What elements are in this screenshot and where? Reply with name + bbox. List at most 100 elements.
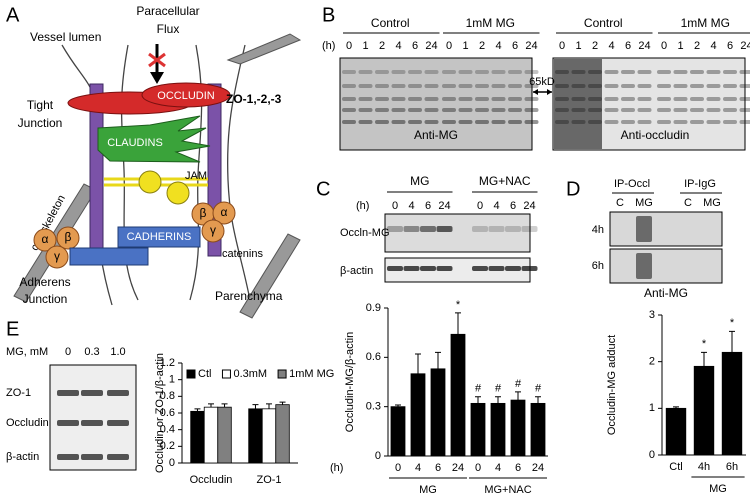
error-bar bbox=[279, 401, 286, 405]
blot-band bbox=[107, 454, 129, 460]
blot-band bbox=[391, 97, 406, 101]
error-bar bbox=[221, 403, 228, 408]
blot-smear bbox=[554, 59, 602, 149]
label: β bbox=[65, 230, 72, 244]
y-tick-label: 0.2 bbox=[160, 440, 175, 452]
bar bbox=[693, 365, 715, 456]
label: CLAUDINS bbox=[107, 137, 163, 149]
bar bbox=[530, 402, 546, 457]
blot-band bbox=[621, 84, 635, 88]
lane-label: 4 bbox=[710, 40, 716, 52]
blot-band bbox=[458, 120, 473, 124]
panel-letter: B bbox=[322, 4, 335, 26]
blot-band bbox=[442, 120, 456, 124]
lane-label: 24 bbox=[425, 40, 437, 52]
y-tick-label: 0.4 bbox=[160, 424, 175, 436]
legend-label: 1mM MG bbox=[289, 368, 334, 380]
blot-band bbox=[637, 108, 652, 112]
y-tick-label: 1.2 bbox=[160, 357, 175, 369]
blot-band bbox=[739, 97, 750, 101]
cytoskeleton bbox=[239, 233, 301, 319]
blot-band bbox=[442, 108, 456, 112]
blot-band bbox=[342, 84, 356, 88]
blot-band bbox=[621, 108, 635, 112]
row-label: Occln-MG bbox=[340, 227, 390, 239]
dose-label: MG, mM bbox=[6, 346, 48, 358]
blot-label: Anti-occludin bbox=[621, 128, 690, 142]
cytoskeleton bbox=[226, 33, 302, 65]
bar bbox=[490, 402, 506, 457]
blot-band bbox=[491, 120, 506, 124]
x-tick-label: ZO-1 bbox=[256, 474, 281, 486]
blot-band bbox=[673, 120, 688, 124]
group-label: MG bbox=[410, 174, 429, 188]
bar bbox=[390, 406, 406, 457]
blot-band bbox=[391, 84, 406, 88]
blot-band bbox=[420, 226, 436, 232]
membrane bbox=[61, 44, 113, 306]
panel-e: E MG, mM 0 0.3 1.0 ZO-1 Occludin β-actin bbox=[6, 318, 137, 471]
y-tick-label: 0 bbox=[649, 449, 655, 461]
jam bbox=[166, 181, 190, 205]
blot-band bbox=[505, 226, 521, 232]
label: JAM bbox=[185, 170, 207, 182]
blot-band bbox=[739, 70, 750, 74]
blot-band bbox=[475, 108, 489, 112]
blot-band bbox=[424, 84, 439, 88]
blot-band bbox=[555, 97, 569, 101]
blot-band bbox=[673, 70, 688, 74]
blot-band bbox=[436, 226, 453, 232]
blot-band bbox=[739, 84, 750, 88]
y-tick-label: 1 bbox=[169, 374, 175, 386]
panel-letter: A bbox=[6, 4, 20, 26]
blot-band bbox=[571, 84, 586, 88]
x-tick-label: 6h bbox=[726, 461, 738, 473]
blot-band bbox=[706, 70, 721, 74]
blot-band bbox=[375, 84, 389, 88]
bar bbox=[470, 402, 486, 457]
blot-band bbox=[555, 108, 569, 112]
blot-label: Anti-MG bbox=[644, 286, 688, 300]
blot-band bbox=[690, 84, 704, 88]
error-bar bbox=[252, 404, 259, 409]
blot-band bbox=[458, 70, 473, 74]
y-tick-label: 0.3 bbox=[366, 401, 381, 413]
blot-band bbox=[403, 226, 420, 232]
error-bar bbox=[495, 396, 501, 404]
blot-band bbox=[424, 70, 439, 74]
lane-label: 2 bbox=[592, 40, 598, 52]
lane-label: MG bbox=[703, 197, 721, 209]
blot-band bbox=[508, 97, 522, 101]
blot-band bbox=[508, 84, 522, 88]
blot-band bbox=[690, 70, 704, 74]
blot-band bbox=[472, 226, 488, 232]
blot-band bbox=[673, 108, 688, 112]
blot-band bbox=[488, 226, 505, 232]
blot-band bbox=[107, 390, 129, 396]
blot-band bbox=[358, 84, 373, 88]
blot-band bbox=[342, 120, 356, 124]
lane-label: 24 bbox=[525, 40, 537, 52]
blot-band bbox=[723, 108, 737, 112]
label: α bbox=[221, 205, 228, 219]
bar bbox=[430, 368, 446, 457]
catenin bbox=[201, 219, 225, 243]
error-bar bbox=[266, 403, 272, 409]
blot-band bbox=[387, 226, 403, 232]
panel-b: B (h) 65kD Anti-MG Anti-occludin Control… bbox=[322, 4, 750, 151]
legend-swatch bbox=[277, 369, 287, 379]
membrane bbox=[227, 44, 251, 301]
blot-band bbox=[637, 120, 652, 124]
blot-band bbox=[81, 454, 103, 460]
y-tick-label: 0.6 bbox=[160, 407, 175, 419]
error-bar bbox=[701, 351, 707, 367]
lane-label: 1 bbox=[575, 40, 581, 52]
blot-band bbox=[508, 70, 522, 74]
blot-band bbox=[424, 108, 439, 112]
x-tick-label: 4 bbox=[415, 462, 421, 474]
blot-band bbox=[636, 253, 652, 279]
group-label: 1mM MG bbox=[681, 16, 730, 30]
lane-label: 6 bbox=[425, 200, 431, 212]
blot-band bbox=[739, 108, 750, 112]
